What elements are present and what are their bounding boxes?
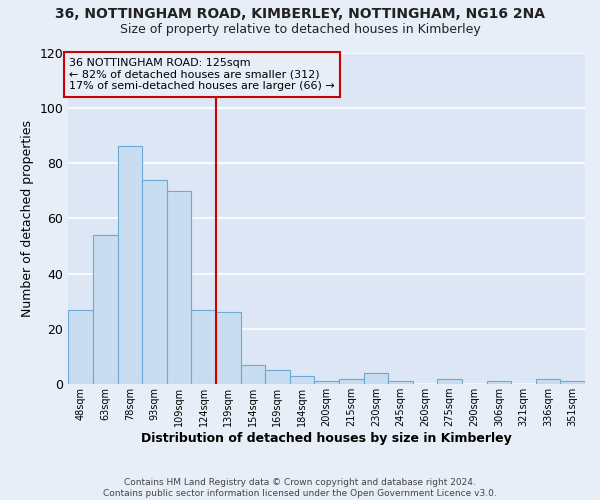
Bar: [536, 378, 560, 384]
Bar: [290, 376, 314, 384]
Bar: [93, 235, 118, 384]
Text: Contains HM Land Registry data © Crown copyright and database right 2024.
Contai: Contains HM Land Registry data © Crown c…: [103, 478, 497, 498]
Bar: [191, 310, 216, 384]
Y-axis label: Number of detached properties: Number of detached properties: [21, 120, 34, 317]
Text: 36 NOTTINGHAM ROAD: 125sqm
← 82% of detached houses are smaller (312)
17% of sem: 36 NOTTINGHAM ROAD: 125sqm ← 82% of deta…: [69, 58, 335, 91]
Bar: [560, 382, 585, 384]
Text: 36, NOTTINGHAM ROAD, KIMBERLEY, NOTTINGHAM, NG16 2NA: 36, NOTTINGHAM ROAD, KIMBERLEY, NOTTINGH…: [55, 8, 545, 22]
Text: Size of property relative to detached houses in Kimberley: Size of property relative to detached ho…: [119, 22, 481, 36]
Bar: [265, 370, 290, 384]
Bar: [314, 382, 339, 384]
Bar: [216, 312, 241, 384]
X-axis label: Distribution of detached houses by size in Kimberley: Distribution of detached houses by size …: [141, 432, 512, 445]
Bar: [339, 378, 364, 384]
Bar: [118, 146, 142, 384]
Bar: [437, 378, 462, 384]
Bar: [167, 190, 191, 384]
Bar: [364, 373, 388, 384]
Bar: [142, 180, 167, 384]
Bar: [388, 382, 413, 384]
Bar: [487, 382, 511, 384]
Bar: [241, 365, 265, 384]
Bar: [68, 310, 93, 384]
